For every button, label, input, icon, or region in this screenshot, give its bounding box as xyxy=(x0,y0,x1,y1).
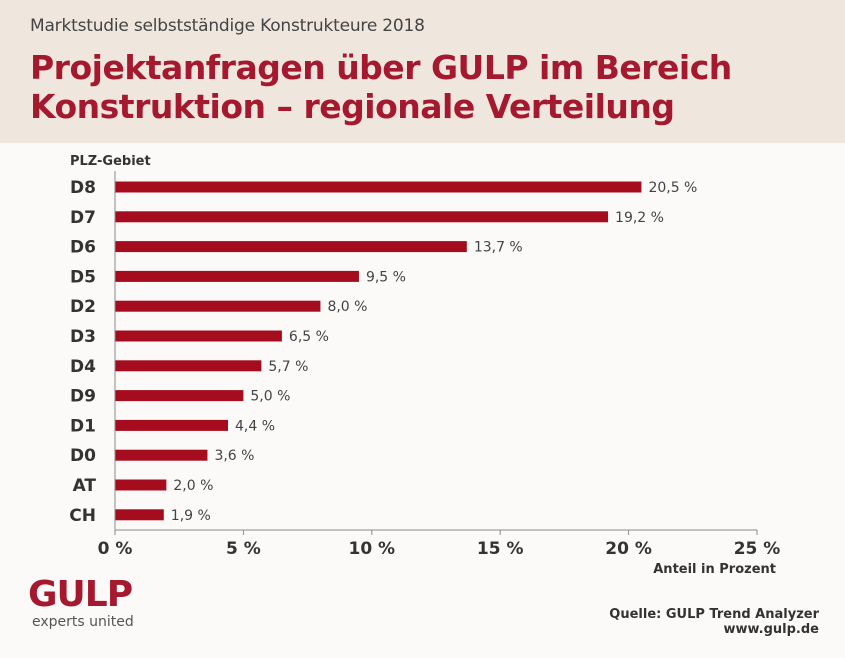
bar xyxy=(115,419,228,431)
logo-wordmark: GULP xyxy=(28,574,133,615)
bar xyxy=(115,241,467,253)
bar xyxy=(115,211,609,223)
chart-title: Projektanfragen über GULP im Bereich Kon… xyxy=(30,48,830,126)
tick-label: 20 % xyxy=(605,539,652,559)
category-label: D7 xyxy=(70,208,96,228)
bar xyxy=(115,479,167,491)
category-label: D9 xyxy=(70,387,96,407)
bar-value-label: 6,5 % xyxy=(289,329,329,345)
category-label: D1 xyxy=(70,416,96,436)
category-label: D3 xyxy=(70,327,96,347)
bar xyxy=(115,360,262,372)
tick-label: 15 % xyxy=(477,539,524,559)
bar-value-label: 8,0 % xyxy=(327,299,367,315)
source-text: Quelle: GULP Trend Analyzer xyxy=(609,607,819,622)
bar-value-label: 20,5 % xyxy=(648,180,697,196)
bar xyxy=(115,181,642,193)
category-label: D0 xyxy=(70,446,96,466)
category-label: D8 xyxy=(70,178,96,198)
category-axis-label: PLZ-Gebiet xyxy=(70,154,151,169)
bar-chart: PLZ-Gebiet D8 20,5 % D7 19,2 % D6 13,7 % D5 9,5 … xyxy=(69,154,781,577)
value-axis-label: Anteil in Prozent xyxy=(653,562,776,577)
bar-value-label: 19,2 % xyxy=(615,210,664,226)
tick-label: 5 % xyxy=(226,539,261,559)
bar-value-label: 9,5 % xyxy=(366,269,406,285)
bar xyxy=(115,509,164,521)
source-url: www.gulp.de xyxy=(723,622,819,637)
bar-value-label: 1,9 % xyxy=(171,508,211,524)
tick-label: 0 % xyxy=(98,539,133,559)
category-label: D5 xyxy=(70,267,96,287)
header-band: Marktstudie selbstständige Konstrukteure… xyxy=(0,0,845,143)
bar xyxy=(115,449,208,461)
bar-value-label: 5,7 % xyxy=(268,359,308,375)
bar xyxy=(115,300,321,312)
bar-value-label: 13,7 % xyxy=(474,240,523,256)
category-label: CH xyxy=(69,506,96,526)
kicker-text: Marktstudie selbstständige Konstrukteure… xyxy=(30,16,425,36)
bar-value-label: 4,4 % xyxy=(235,418,275,434)
category-label: D4 xyxy=(70,357,96,377)
category-label: D6 xyxy=(70,238,96,258)
bar xyxy=(115,330,282,342)
category-label: D2 xyxy=(70,297,96,317)
bar xyxy=(115,390,244,402)
gulp-logo: GULP experts united xyxy=(28,574,134,631)
tick-label: 10 % xyxy=(348,539,395,559)
bar xyxy=(115,270,359,282)
bar-value-label: 2,0 % xyxy=(173,478,213,494)
bar-value-label: 3,6 % xyxy=(214,448,254,464)
source-note: Quelle: GULP Trend Analyzer www.gulp.de xyxy=(609,607,819,637)
bar-value-label: 5,0 % xyxy=(250,389,290,405)
title-line-2: Konstruktion – regionale Verteilung xyxy=(30,87,675,126)
title-line-1: Projektanfragen über GULP im Bereich xyxy=(30,48,732,87)
logo-tagline: experts united xyxy=(32,614,134,630)
tick-label: 25 % xyxy=(734,539,781,559)
category-label: AT xyxy=(73,476,97,496)
